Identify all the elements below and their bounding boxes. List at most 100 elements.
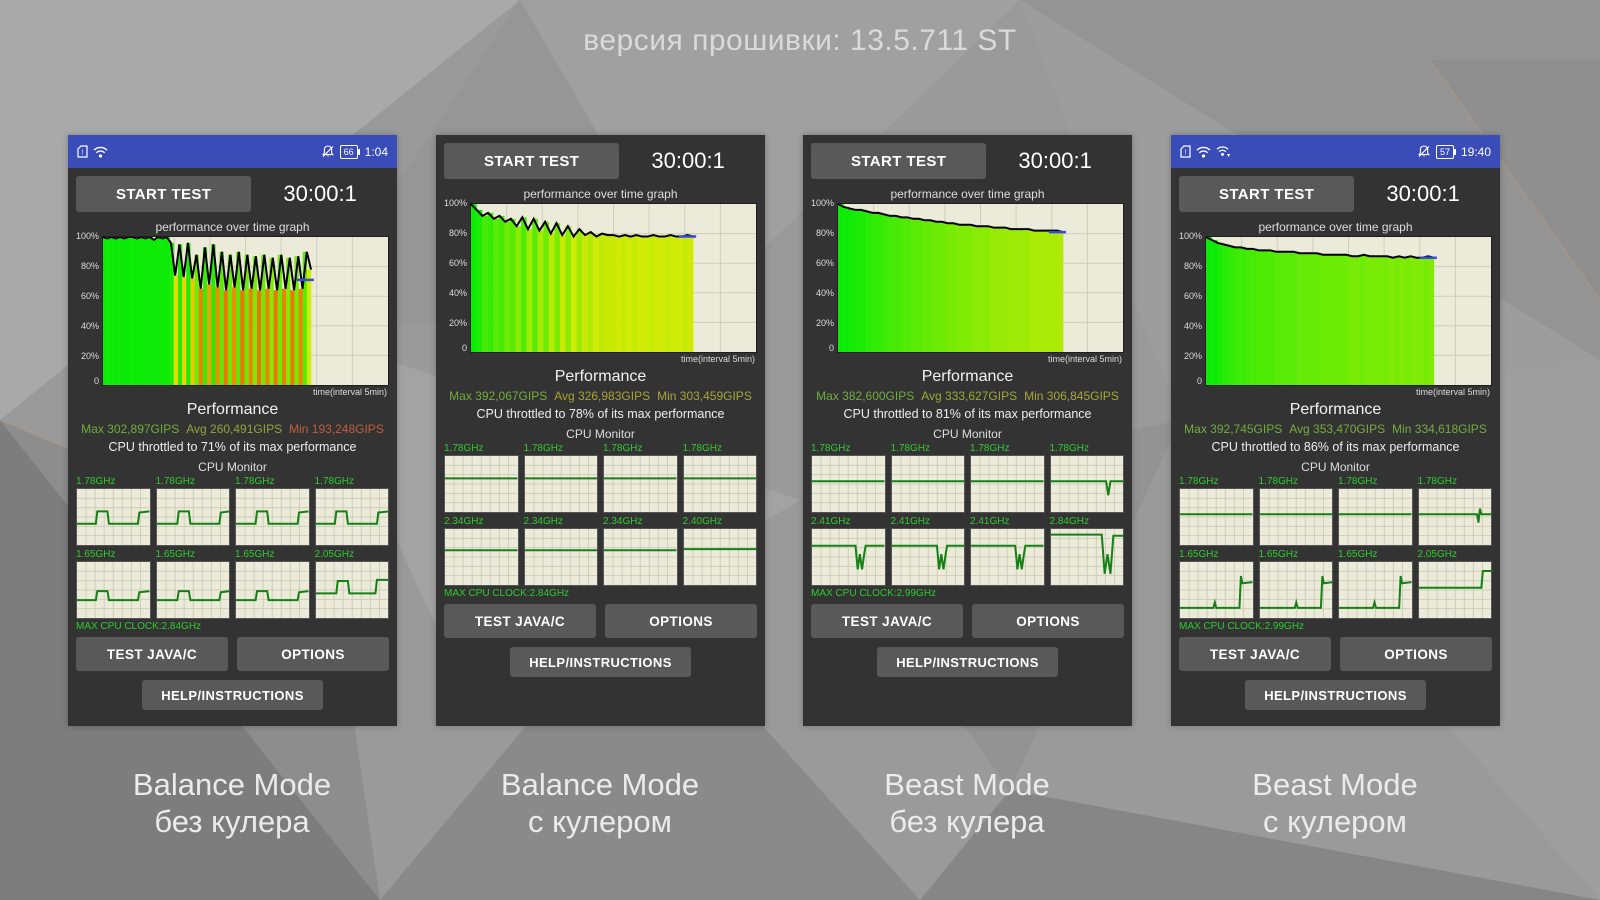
help-instructions-button[interactable]: HELP/INSTRUCTIONS: [1244, 680, 1427, 710]
cpu-core-monitor: 1.78GHz: [76, 475, 151, 546]
cpu-core-frequency-label: 1.78GHz: [603, 443, 643, 454]
start-test-button[interactable]: START TEST: [811, 143, 987, 179]
throttle-result-text: CPU throttled to 78% of its max performa…: [476, 407, 725, 421]
cpu-monitor-grid: 1.78GHz 1.78GHz 1.78GHz 1.78GHz 1.65GHz 1.65G…: [76, 475, 389, 619]
sim-icon: !: [77, 145, 88, 158]
cpu-monitor-heading: CPU Monitor: [933, 427, 1002, 441]
y-axis-tick: 100%: [810, 198, 834, 208]
cpu-core-monitor: 2.34GHz: [603, 515, 678, 586]
cpu-core-frequency-label: 2.41GHz: [811, 516, 851, 527]
y-axis-tick: 60%: [80, 291, 99, 301]
cpu-core-frequency-graph: [1417, 488, 1492, 546]
cpu-core-frequency-label: 1.65GHz: [76, 549, 116, 560]
cpu-core-frequency-label: 1.65GHz: [235, 549, 275, 560]
svg-text:!: !: [82, 150, 84, 157]
cpu-core-monitor: 1.78GHz: [235, 475, 310, 546]
avg-gips-value: Avg 260,491GIPS: [186, 422, 283, 436]
min-gips-value: Min 303,459GIPS: [657, 389, 752, 403]
cpu-core-frequency-graph: [523, 528, 598, 586]
cpu-core-frequency-label: 1.78GHz: [890, 443, 930, 454]
mode-caption-line2: без кулера: [889, 804, 1045, 840]
help-instructions-button[interactable]: HELP/INSTRUCTIONS: [876, 647, 1059, 677]
throttle-result-text: CPU throttled to 86% of its max performa…: [1211, 440, 1460, 454]
cpu-core-monitor: 1.78GHz: [523, 442, 598, 513]
cpu-core-frequency-graph: [155, 561, 230, 619]
help-instructions-button[interactable]: HELP/INSTRUCTIONS: [509, 647, 692, 677]
performance-stats: Max 382,600GIPS Avg 333,627GIPS Min 306,…: [811, 389, 1124, 403]
performance-graph-title: performance over time graph: [890, 187, 1045, 201]
graph-x-axis-label: time(interval 5min): [680, 354, 755, 364]
y-axis-tick: 60%: [448, 258, 467, 268]
app-content: START TEST 30:00:1 performance over time…: [68, 168, 397, 710]
cpu-core-monitor: 2.40GHz: [682, 515, 757, 586]
muted-bell-icon: [321, 145, 335, 158]
status-bar-right: 57 19:40: [1417, 144, 1491, 159]
throttle-result-text: CPU throttled to 81% of its max performa…: [843, 407, 1092, 421]
cpu-core-monitor: 1.65GHz: [1258, 548, 1333, 619]
cpu-core-monitor: 2.34GHz: [444, 515, 519, 586]
status-bar-left-icons: !: [1180, 145, 1231, 158]
cpu-core-frequency-label: 1.78GHz: [1258, 476, 1298, 487]
cpu-core-monitor: 1.65GHz: [155, 548, 230, 619]
cpu-core-frequency-graph: [235, 561, 310, 619]
graph-y-axis: 100% 80% 60% 40% 20% 0: [1179, 231, 1205, 386]
mode-caption-line2: с кулером: [528, 804, 672, 840]
cpu-core-monitor: 1.78GHz: [1049, 442, 1124, 513]
cpu-core-frequency-graph: [1338, 561, 1413, 619]
y-axis-tick: 100%: [1178, 231, 1202, 241]
wifi-icon: [1196, 146, 1211, 158]
cpu-core-frequency-graph: [1258, 561, 1333, 619]
performance-stats: Max 392,745GIPS Avg 353,470GIPS Min 334,…: [1179, 422, 1492, 436]
cpu-core-frequency-label: 2.05GHz: [1417, 549, 1457, 560]
y-axis-tick: 40%: [448, 288, 467, 298]
mode-caption-line1: Balance Mode: [500, 767, 700, 802]
cpu-core-frequency-label: 1.78GHz: [444, 443, 484, 454]
y-axis-tick: 60%: [1183, 291, 1202, 301]
cpu-core-monitor: 2.05GHz: [1417, 548, 1492, 619]
min-gips-value: Min 334,618GIPS: [1392, 422, 1487, 436]
start-test-button[interactable]: START TEST: [444, 143, 620, 179]
phone-screenshot-panel: START TEST 30:00:1 performance over time…: [436, 135, 765, 726]
test-java-c-button[interactable]: TEST JAVA/C: [811, 604, 963, 638]
status-bar-clock: 19:40: [1460, 144, 1491, 159]
test-java-c-button[interactable]: TEST JAVA/C: [1179, 637, 1331, 671]
cpu-core-frequency-label: 2.41GHz: [970, 516, 1010, 527]
graph-y-axis: 100% 80% 60% 40% 20% 0: [444, 198, 470, 353]
cpu-core-frequency-graph: [1417, 561, 1492, 619]
mode-caption: Beast Mode с кулером: [1155, 766, 1515, 840]
cpu-core-frequency-graph: [970, 528, 1045, 586]
max-gips-value: Max 392,067GIPS: [449, 389, 548, 403]
mode-caption: Balance Mode без кулера: [52, 766, 412, 840]
cpu-core-frequency-graph: [1049, 455, 1124, 513]
start-test-button[interactable]: START TEST: [76, 176, 252, 212]
cpu-core-frequency-label: 2.40GHz: [682, 516, 722, 527]
wifi-direct-icon: [1216, 145, 1231, 158]
options-button[interactable]: OPTIONS: [237, 637, 389, 671]
cpu-core-monitor: 1.65GHz: [76, 548, 151, 619]
options-button[interactable]: OPTIONS: [1340, 637, 1492, 671]
options-button[interactable]: OPTIONS: [972, 604, 1124, 638]
cpu-core-frequency-label: 1.78GHz: [682, 443, 722, 454]
cpu-core-frequency-graph: [1179, 488, 1254, 546]
page-title: версия прошивки: 13.5.711 ST: [583, 24, 1017, 57]
cpu-core-frequency-graph: [314, 488, 389, 546]
start-test-button[interactable]: START TEST: [1179, 176, 1355, 212]
cpu-core-frequency-graph: [1179, 561, 1254, 619]
phone-screenshot-panel: ! 57 19:40 START TEST 30:00:1 performanc…: [1171, 135, 1500, 726]
y-axis-tick: 100%: [75, 231, 99, 241]
help-instructions-button[interactable]: HELP/INSTRUCTIONS: [141, 680, 324, 710]
test-java-c-button[interactable]: TEST JAVA/C: [76, 637, 228, 671]
max-gips-value: Max 302,897GIPS: [81, 422, 180, 436]
y-axis-tick: 80%: [80, 261, 99, 271]
cpu-core-frequency-graph: [603, 528, 678, 586]
cpu-core-frequency-graph: [1338, 488, 1413, 546]
mode-caption-line2: без кулера: [154, 804, 310, 840]
cpu-core-frequency-label: 1.78GHz: [811, 443, 851, 454]
options-button[interactable]: OPTIONS: [605, 604, 757, 638]
avg-gips-value: Avg 333,627GIPS: [921, 389, 1018, 403]
cpu-core-frequency-graph: [811, 528, 886, 586]
test-java-c-button[interactable]: TEST JAVA/C: [444, 604, 596, 638]
cpu-core-frequency-label: 1.65GHz: [155, 549, 195, 560]
y-axis-tick: 80%: [448, 228, 467, 238]
cpu-core-frequency-graph: [1049, 528, 1124, 586]
